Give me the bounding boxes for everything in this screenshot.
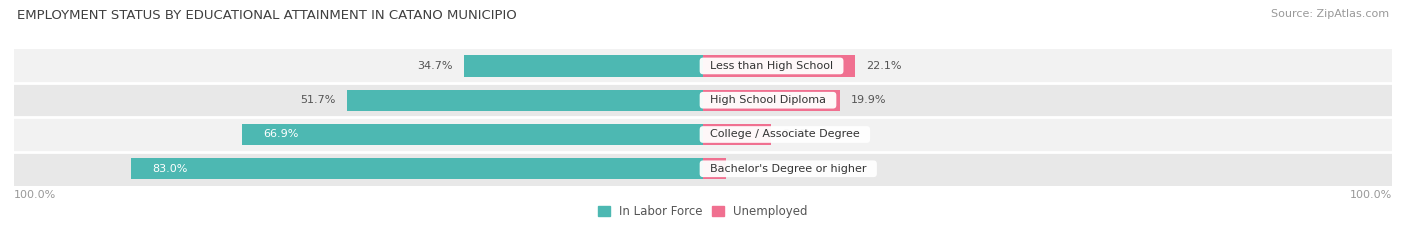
Text: 83.0%: 83.0% <box>152 164 187 174</box>
Text: 66.9%: 66.9% <box>263 130 298 140</box>
Text: Source: ZipAtlas.com: Source: ZipAtlas.com <box>1271 9 1389 19</box>
Text: 19.9%: 19.9% <box>851 95 887 105</box>
Text: EMPLOYMENT STATUS BY EDUCATIONAL ATTAINMENT IN CATANO MUNICIPIO: EMPLOYMENT STATUS BY EDUCATIONAL ATTAINM… <box>17 9 516 22</box>
Bar <box>131 158 703 179</box>
Legend: In Labor Force, Unemployed: In Labor Force, Unemployed <box>598 205 808 218</box>
Text: Bachelor's Degree or higher: Bachelor's Degree or higher <box>703 164 873 174</box>
Text: 3.4%: 3.4% <box>738 164 766 174</box>
Text: 9.9%: 9.9% <box>782 130 811 140</box>
Bar <box>703 90 841 111</box>
Bar <box>703 124 772 145</box>
Bar <box>14 152 1392 186</box>
Bar <box>14 49 1392 83</box>
Bar <box>703 55 855 77</box>
Text: 51.7%: 51.7% <box>301 95 336 105</box>
Text: 22.1%: 22.1% <box>866 61 901 71</box>
Bar <box>347 90 703 111</box>
Bar <box>464 55 703 77</box>
Text: High School Diploma: High School Diploma <box>703 95 832 105</box>
Text: 100.0%: 100.0% <box>1350 190 1392 200</box>
Text: College / Associate Degree: College / Associate Degree <box>703 130 866 140</box>
Bar <box>14 117 1392 152</box>
Text: 34.7%: 34.7% <box>418 61 453 71</box>
Text: Less than High School: Less than High School <box>703 61 841 71</box>
Bar <box>14 83 1392 117</box>
Bar <box>703 158 727 179</box>
Bar <box>242 124 703 145</box>
Text: 100.0%: 100.0% <box>14 190 56 200</box>
